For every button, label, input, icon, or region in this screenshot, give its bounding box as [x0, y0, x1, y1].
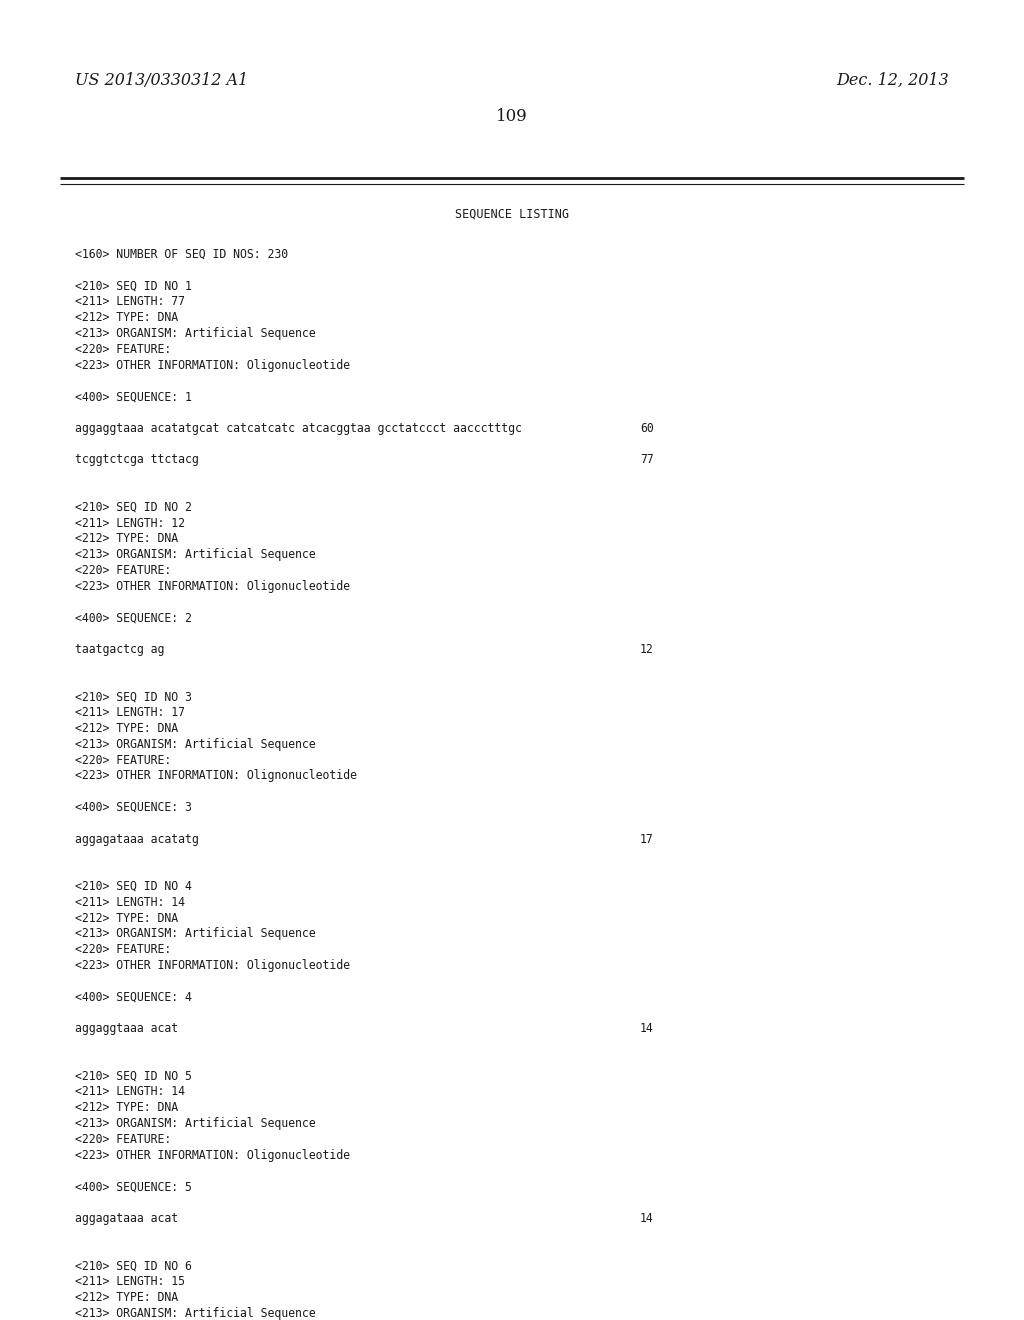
Text: <400> SEQUENCE: 5: <400> SEQUENCE: 5 — [75, 1180, 191, 1193]
Text: <211> LENGTH: 12: <211> LENGTH: 12 — [75, 516, 185, 529]
Text: aggaggtaaa acatatgcat catcatcatc atcacggtaa gcctatccct aaccctttgc: aggaggtaaa acatatgcat catcatcatc atcacgg… — [75, 422, 522, 434]
Text: 77: 77 — [640, 453, 653, 466]
Text: aggaggtaaa acat: aggaggtaaa acat — [75, 1022, 178, 1035]
Text: 12: 12 — [640, 643, 653, 656]
Text: 109: 109 — [496, 108, 528, 125]
Text: <212> TYPE: DNA: <212> TYPE: DNA — [75, 312, 178, 325]
Text: <220> FEATURE:: <220> FEATURE: — [75, 1133, 171, 1146]
Text: <210> SEQ ID NO 2: <210> SEQ ID NO 2 — [75, 500, 191, 513]
Text: aggagataaa acatatg: aggagataaa acatatg — [75, 833, 199, 846]
Text: <210> SEQ ID NO 4: <210> SEQ ID NO 4 — [75, 880, 191, 894]
Text: <210> SEQ ID NO 1: <210> SEQ ID NO 1 — [75, 280, 191, 293]
Text: <212> TYPE: DNA: <212> TYPE: DNA — [75, 722, 178, 735]
Text: US 2013/0330312 A1: US 2013/0330312 A1 — [75, 73, 248, 88]
Text: <220> FEATURE:: <220> FEATURE: — [75, 343, 171, 356]
Text: 60: 60 — [640, 422, 653, 434]
Text: <223> OTHER INFORMATION: Oligonucleotide: <223> OTHER INFORMATION: Oligonucleotide — [75, 579, 350, 593]
Text: <223> OTHER INFORMATION: Olignonucleotide: <223> OTHER INFORMATION: Olignonucleotid… — [75, 770, 357, 783]
Text: 14: 14 — [640, 1212, 653, 1225]
Text: <223> OTHER INFORMATION: Oligonucleotide: <223> OTHER INFORMATION: Oligonucleotide — [75, 960, 350, 972]
Text: <220> FEATURE:: <220> FEATURE: — [75, 754, 171, 767]
Text: <400> SEQUENCE: 4: <400> SEQUENCE: 4 — [75, 990, 191, 1003]
Text: <211> LENGTH: 14: <211> LENGTH: 14 — [75, 896, 185, 908]
Text: <213> ORGANISM: Artificial Sequence: <213> ORGANISM: Artificial Sequence — [75, 738, 315, 751]
Text: <160> NUMBER OF SEQ ID NOS: 230: <160> NUMBER OF SEQ ID NOS: 230 — [75, 248, 288, 261]
Text: <211> LENGTH: 77: <211> LENGTH: 77 — [75, 296, 185, 309]
Text: aggagataaa acat: aggagataaa acat — [75, 1212, 178, 1225]
Text: <210> SEQ ID NO 3: <210> SEQ ID NO 3 — [75, 690, 191, 704]
Text: <213> ORGANISM: Artificial Sequence: <213> ORGANISM: Artificial Sequence — [75, 1117, 315, 1130]
Text: <213> ORGANISM: Artificial Sequence: <213> ORGANISM: Artificial Sequence — [75, 928, 315, 940]
Text: <211> LENGTH: 14: <211> LENGTH: 14 — [75, 1085, 185, 1098]
Text: <210> SEQ ID NO 5: <210> SEQ ID NO 5 — [75, 1069, 191, 1082]
Text: SEQUENCE LISTING: SEQUENCE LISTING — [455, 209, 569, 220]
Text: <213> ORGANISM: Artificial Sequence: <213> ORGANISM: Artificial Sequence — [75, 1307, 315, 1320]
Text: <223> OTHER INFORMATION: Oligonucleotide: <223> OTHER INFORMATION: Oligonucleotide — [75, 359, 350, 372]
Text: <400> SEQUENCE: 1: <400> SEQUENCE: 1 — [75, 391, 191, 403]
Text: tcggtctcga ttctacg: tcggtctcga ttctacg — [75, 453, 199, 466]
Text: <400> SEQUENCE: 2: <400> SEQUENCE: 2 — [75, 611, 191, 624]
Text: <220> FEATURE:: <220> FEATURE: — [75, 564, 171, 577]
Text: taatgactcg ag: taatgactcg ag — [75, 643, 165, 656]
Text: <212> TYPE: DNA: <212> TYPE: DNA — [75, 912, 178, 924]
Text: <210> SEQ ID NO 6: <210> SEQ ID NO 6 — [75, 1259, 191, 1272]
Text: <223> OTHER INFORMATION: Oligonucleotide: <223> OTHER INFORMATION: Oligonucleotide — [75, 1148, 350, 1162]
Text: <211> LENGTH: 15: <211> LENGTH: 15 — [75, 1275, 185, 1288]
Text: 14: 14 — [640, 1022, 653, 1035]
Text: <400> SEQUENCE: 3: <400> SEQUENCE: 3 — [75, 801, 191, 814]
Text: <211> LENGTH: 17: <211> LENGTH: 17 — [75, 706, 185, 719]
Text: Dec. 12, 2013: Dec. 12, 2013 — [837, 73, 949, 88]
Text: <212> TYPE: DNA: <212> TYPE: DNA — [75, 532, 178, 545]
Text: <212> TYPE: DNA: <212> TYPE: DNA — [75, 1101, 178, 1114]
Text: 17: 17 — [640, 833, 653, 846]
Text: <213> ORGANISM: Artificial Sequence: <213> ORGANISM: Artificial Sequence — [75, 327, 315, 341]
Text: <213> ORGANISM: Artificial Sequence: <213> ORGANISM: Artificial Sequence — [75, 548, 315, 561]
Text: <212> TYPE: DNA: <212> TYPE: DNA — [75, 1291, 178, 1304]
Text: <220> FEATURE:: <220> FEATURE: — [75, 944, 171, 956]
